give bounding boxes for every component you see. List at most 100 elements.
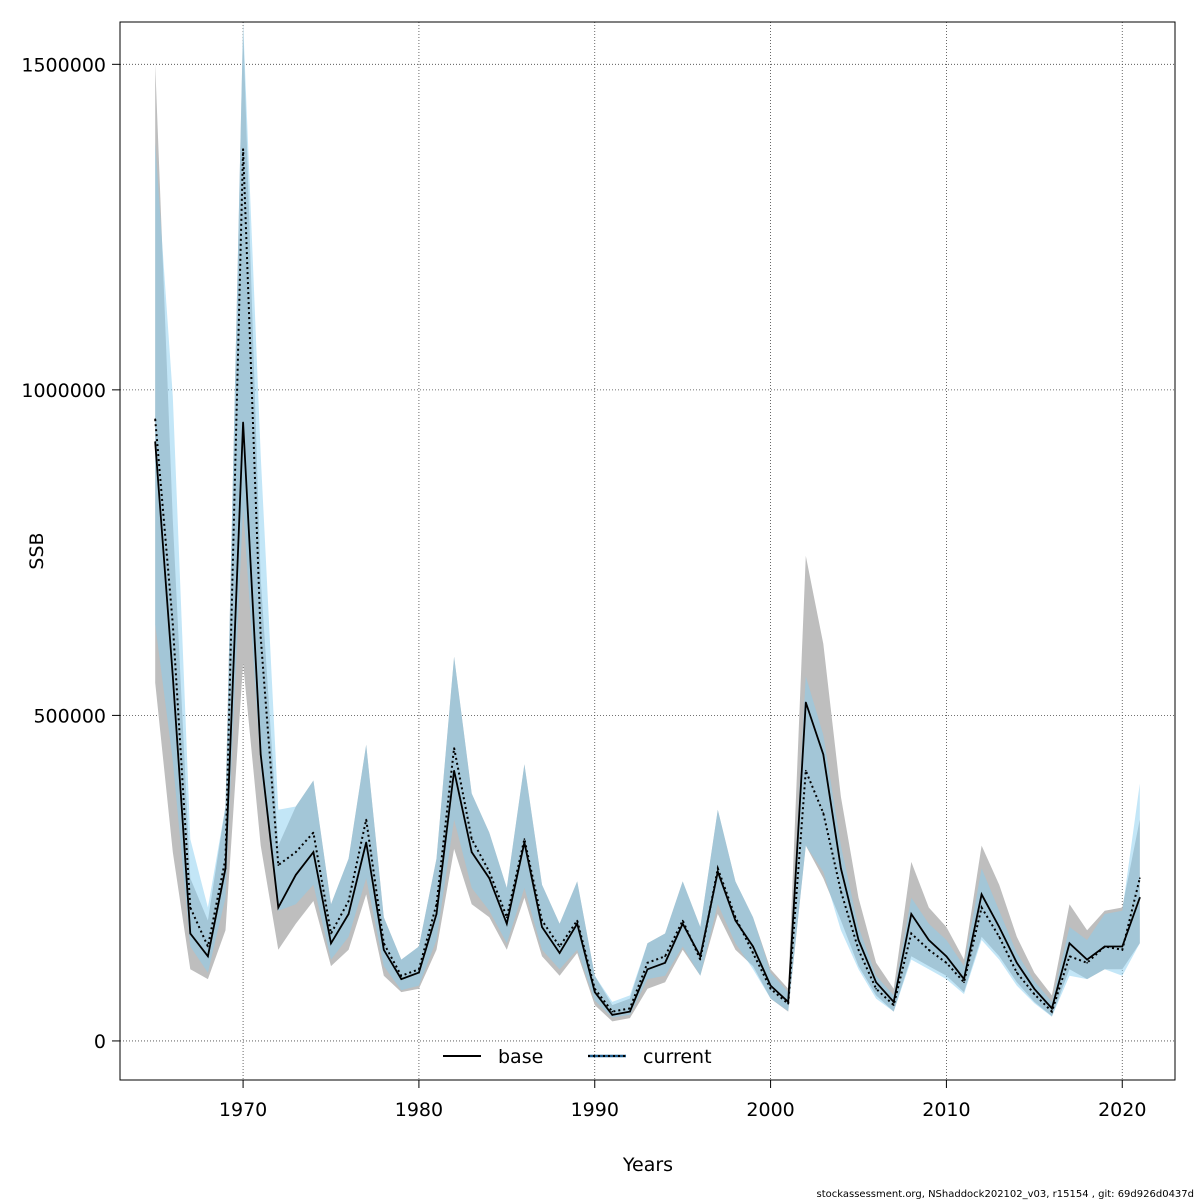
base-data-point <box>840 867 842 870</box>
current-data-point <box>1139 877 1141 879</box>
base-data-point <box>295 874 297 876</box>
x-tick-label: 2010 <box>922 1099 970 1121</box>
plot-frame <box>119 21 1176 1081</box>
current-data-point <box>734 916 737 918</box>
current-data-point <box>1086 962 1088 964</box>
base-data-point <box>277 906 280 909</box>
base-data-point <box>541 926 543 928</box>
y-tick-label: 0 <box>94 1031 106 1053</box>
base-data-point <box>611 1014 614 1016</box>
current-data-point <box>295 851 297 853</box>
y-tick-label: 500000 <box>33 705 106 727</box>
current-data-point <box>699 958 702 961</box>
x-tick-label: 1970 <box>219 1099 267 1121</box>
base-data-point <box>453 769 455 772</box>
y-axis-title: SSB <box>26 532 48 569</box>
current-data-point <box>805 769 807 772</box>
current-data-point <box>242 148 244 150</box>
x-tick-label: 2000 <box>746 1099 794 1121</box>
current-data-point <box>717 867 719 870</box>
base-data-point <box>664 962 666 964</box>
base-data-point <box>418 971 420 974</box>
x-tick-label: 1980 <box>395 1099 443 1121</box>
base-data-point <box>805 701 807 704</box>
base-data-point <box>734 919 737 922</box>
base-data-point <box>242 421 244 424</box>
current-legend-label: current <box>643 1046 712 1068</box>
current-data-point <box>1121 949 1124 951</box>
x-tick-label: 2020 <box>1098 1099 1146 1121</box>
current-data-point <box>207 945 209 948</box>
current-data-point <box>1016 971 1018 974</box>
current-data-point <box>541 919 543 922</box>
current-data-point <box>752 952 754 954</box>
base-data-point <box>558 952 561 954</box>
base-data-point <box>1086 958 1088 961</box>
current-data-point <box>611 1010 614 1013</box>
current-data-point <box>488 870 491 873</box>
current-data-point <box>400 975 403 977</box>
current-data-point <box>347 900 350 902</box>
base-data-point <box>594 991 596 993</box>
axes: 1970 1980 1990 2000 2010 2020 0 500000 1000000 15… <box>21 54 1146 1121</box>
base-data-point <box>998 926 1000 928</box>
base-data-point <box>769 984 772 987</box>
base-data-point <box>980 893 983 896</box>
base-data-point <box>330 942 332 945</box>
current-data-point <box>1051 1010 1053 1013</box>
base-data-point <box>259 753 262 756</box>
current-data-point <box>998 936 1000 938</box>
current-data-point <box>629 1007 631 1010</box>
current-data-point <box>418 968 420 971</box>
base-data-point <box>1121 945 1124 948</box>
footer-text: stockassessment.org, NShaddock202102_v03… <box>817 1189 1195 1200</box>
current-data-point <box>1103 945 1106 948</box>
current-data-point <box>330 932 332 935</box>
current-data-point <box>383 942 385 945</box>
current-data-point <box>840 890 842 892</box>
current-data-point <box>365 818 368 821</box>
base-data-point <box>875 981 877 984</box>
base-data-point <box>154 441 156 443</box>
current-data-point <box>910 932 913 935</box>
base-data-point <box>1033 988 1036 990</box>
current-data-point <box>576 919 578 922</box>
base-data-point <box>365 841 368 844</box>
base-data-point <box>400 978 403 980</box>
base-data-point <box>488 877 491 879</box>
current-data-point <box>980 906 983 909</box>
current-data-point <box>787 1003 789 1005</box>
base-data-point <box>189 932 192 935</box>
current-data-point <box>875 988 877 990</box>
y-tick-label: 1000000 <box>21 380 106 402</box>
current-data-point <box>277 864 280 866</box>
current-data-point <box>523 838 526 840</box>
current-data-point <box>857 949 860 951</box>
base-data-point <box>172 675 174 678</box>
base-data-point <box>207 955 209 958</box>
current-data-point <box>154 418 156 421</box>
base-data-point <box>646 968 649 971</box>
base-data-point <box>822 753 825 756</box>
base-data-point <box>1139 896 1141 899</box>
base-legend-label: base <box>498 1046 543 1068</box>
current-data-point <box>769 988 772 990</box>
base-data-point <box>1068 942 1071 945</box>
current-data-point <box>664 955 666 958</box>
current-data-point <box>1033 993 1036 995</box>
current-data-point <box>506 916 508 918</box>
current-data-point <box>189 906 192 909</box>
base-data-point <box>470 851 473 853</box>
legend: base current <box>443 1046 712 1068</box>
base-data-point <box>1016 962 1018 964</box>
base-data-point <box>910 913 913 915</box>
base-data-point <box>752 945 754 948</box>
current-data-point <box>1068 955 1071 958</box>
series-lines <box>154 148 1141 1016</box>
current-data-point <box>892 1004 895 1006</box>
current-data-point <box>928 949 930 951</box>
base-data-point <box>576 922 578 925</box>
x-axis-title: Years <box>622 1154 673 1176</box>
current-data-point <box>312 831 315 834</box>
